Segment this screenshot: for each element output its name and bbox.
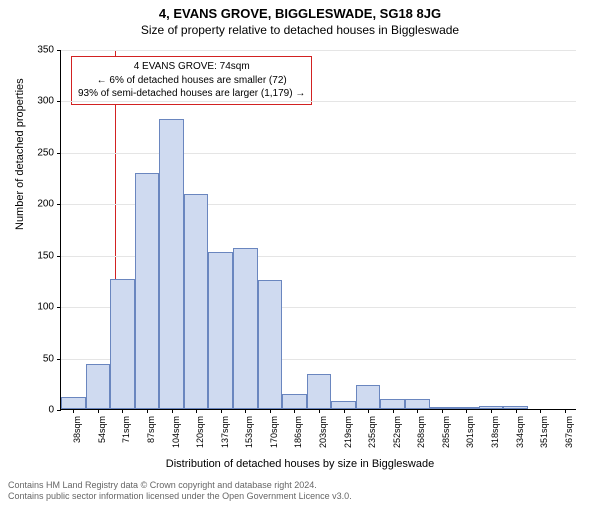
y-tick-mark	[57, 256, 61, 257]
x-tick-mark	[245, 409, 246, 413]
x-tick-label: 351sqm	[539, 416, 549, 466]
x-tick-mark	[98, 409, 99, 413]
x-tick-label: 38sqm	[72, 416, 82, 466]
x-tick-label: 71sqm	[121, 416, 131, 466]
y-tick-label: 0	[24, 405, 54, 416]
x-tick-mark	[417, 409, 418, 413]
histogram-bar	[208, 252, 233, 409]
y-tick-mark	[57, 101, 61, 102]
gridline	[61, 153, 576, 154]
y-tick-mark	[57, 307, 61, 308]
x-tick-mark	[344, 409, 345, 413]
x-tick-mark	[491, 409, 492, 413]
annotation-line-1: 4 EVANS GROVE: 74sqm	[78, 60, 305, 74]
histogram-bar	[159, 119, 184, 409]
x-tick-mark	[172, 409, 173, 413]
y-tick-label: 200	[24, 199, 54, 210]
histogram-bar	[184, 194, 209, 409]
x-tick-mark	[73, 409, 74, 413]
y-tick-mark	[57, 359, 61, 360]
footer-line-1: Contains HM Land Registry data © Crown c…	[8, 480, 352, 491]
x-tick-label: 219sqm	[343, 416, 353, 466]
x-tick-label: 203sqm	[318, 416, 328, 466]
x-tick-mark	[565, 409, 566, 413]
x-tick-label: 186sqm	[293, 416, 303, 466]
histogram-bar	[282, 394, 307, 409]
y-tick-mark	[57, 50, 61, 51]
x-tick-mark	[221, 409, 222, 413]
footer-attribution: Contains HM Land Registry data © Crown c…	[8, 480, 352, 503]
x-tick-label: 104sqm	[171, 416, 181, 466]
plot-area: 4 EVANS GROVE: 74sqm ← 6% of detached ho…	[60, 50, 576, 410]
histogram-bar	[356, 385, 381, 409]
histogram-bar	[380, 399, 405, 409]
chart-title-main: 4, EVANS GROVE, BIGGLESWADE, SG18 8JG	[0, 6, 600, 21]
x-tick-label: 87sqm	[146, 416, 156, 466]
x-tick-mark	[147, 409, 148, 413]
x-tick-label: 301sqm	[465, 416, 475, 466]
x-tick-label: 252sqm	[392, 416, 402, 466]
x-tick-mark	[393, 409, 394, 413]
x-tick-mark	[540, 409, 541, 413]
x-tick-mark	[319, 409, 320, 413]
histogram-bar	[110, 279, 135, 409]
x-tick-label: 153sqm	[244, 416, 254, 466]
x-tick-mark	[196, 409, 197, 413]
x-tick-label: 268sqm	[416, 416, 426, 466]
x-tick-label: 235sqm	[367, 416, 377, 466]
annotation-line-3: 93% of semi-detached houses are larger (…	[78, 87, 305, 101]
y-tick-mark	[57, 153, 61, 154]
x-tick-label: 334sqm	[515, 416, 525, 466]
annotation-box: 4 EVANS GROVE: 74sqm ← 6% of detached ho…	[71, 56, 312, 105]
x-tick-mark	[466, 409, 467, 413]
y-tick-mark	[57, 410, 61, 411]
x-tick-mark	[294, 409, 295, 413]
y-tick-label: 350	[24, 45, 54, 56]
x-tick-mark	[270, 409, 271, 413]
histogram-bar	[258, 280, 283, 409]
histogram-bar	[307, 374, 332, 409]
footer-line-2: Contains public sector information licen…	[8, 491, 352, 502]
gridline	[61, 101, 576, 102]
histogram-bar	[331, 401, 356, 409]
histogram-bar	[86, 364, 111, 409]
x-tick-label: 367sqm	[564, 416, 574, 466]
annotation-line-2: ← 6% of detached houses are smaller (72)	[78, 74, 305, 88]
x-tick-mark	[516, 409, 517, 413]
x-tick-label: 285sqm	[441, 416, 451, 466]
x-tick-label: 318sqm	[490, 416, 500, 466]
x-tick-label: 137sqm	[220, 416, 230, 466]
y-tick-label: 150	[24, 250, 54, 261]
histogram-bar	[61, 397, 86, 409]
histogram-bar	[233, 248, 258, 409]
x-tick-mark	[368, 409, 369, 413]
histogram-bar	[405, 399, 430, 409]
histogram-bar	[135, 173, 160, 409]
x-tick-label: 170sqm	[269, 416, 279, 466]
x-tick-mark	[442, 409, 443, 413]
y-tick-label: 300	[24, 96, 54, 107]
y-tick-label: 250	[24, 147, 54, 158]
x-tick-mark	[122, 409, 123, 413]
x-tick-label: 54sqm	[97, 416, 107, 466]
chart-title-sub: Size of property relative to detached ho…	[0, 23, 600, 37]
gridline	[61, 50, 576, 51]
y-tick-label: 100	[24, 302, 54, 313]
chart-area: 4 EVANS GROVE: 74sqm ← 6% of detached ho…	[60, 50, 576, 410]
y-tick-label: 50	[24, 353, 54, 364]
x-tick-label: 120sqm	[195, 416, 205, 466]
y-tick-mark	[57, 204, 61, 205]
